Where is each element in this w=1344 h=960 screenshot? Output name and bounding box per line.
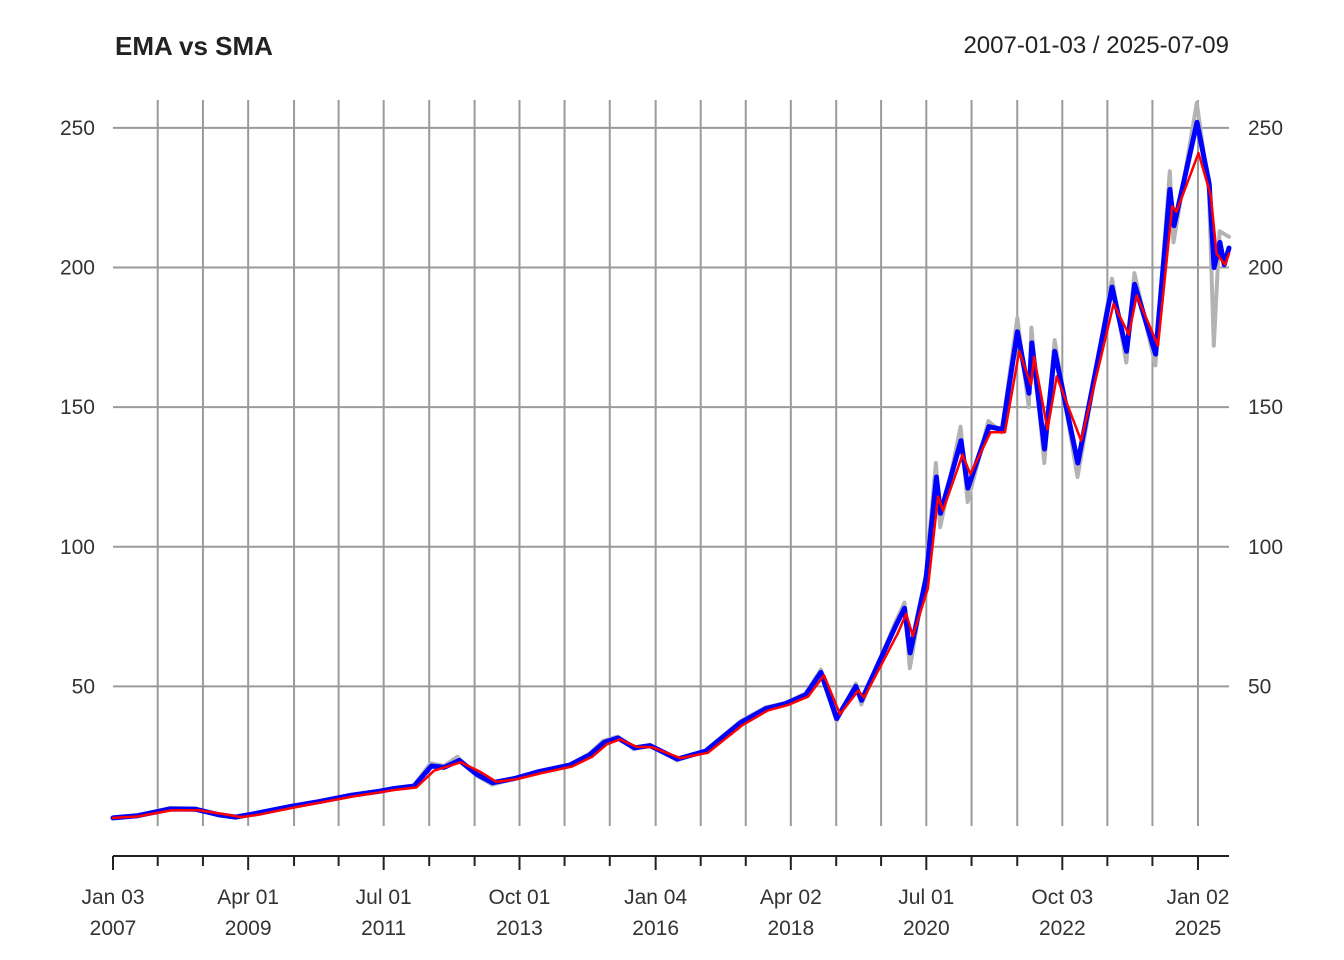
series-lines (110, 100, 1232, 821)
x-tick-label-month: Jan 04 (624, 886, 687, 909)
y-tick-label-left: 200 (60, 257, 95, 280)
x-tick-label-month: Jul 01 (356, 886, 412, 909)
y-tick-label-left: 250 (60, 117, 95, 140)
chart-title: EMA vs SMA (115, 31, 273, 61)
y-tick-label-left: 150 (60, 396, 95, 419)
x-tick-label-year: 2025 (1175, 917, 1222, 940)
x-tick-label-month: Jan 02 (1166, 886, 1229, 909)
y-tick-label-right: 50 (1248, 675, 1271, 698)
y-tick-label-right: 150 (1248, 396, 1283, 419)
grid (113, 100, 1229, 826)
y-tick-label-right: 250 (1248, 117, 1283, 140)
series-line-sma (111, 151, 1231, 820)
y-tick-label-right: 100 (1248, 536, 1283, 559)
x-tick-label-month: Apr 01 (217, 886, 279, 909)
x-tick-label-year: 2009 (225, 917, 272, 940)
x-tick-label-year: 2022 (1039, 917, 1086, 940)
x-tick-label-month: Jul 01 (898, 886, 954, 909)
x-tick-label-year: 2007 (90, 917, 137, 940)
y-tick-label-left: 50 (72, 675, 95, 698)
y-tick-label-right: 200 (1248, 257, 1283, 280)
x-tick-label-month: Oct 01 (489, 886, 551, 909)
x-tick-label-year: 2016 (632, 917, 679, 940)
axes: 50 50 100 100 150 150 200 200 250 250 Jan 03 2007 Ap… (60, 117, 1283, 940)
x-tick-label-month: Jan 03 (81, 886, 144, 909)
y-tick-label-left: 100 (60, 536, 95, 559)
date-range-label: 2007-01-03 / 2025-07-09 (963, 32, 1229, 59)
x-tick-label-year: 2018 (767, 917, 814, 940)
x-tick-label-month: Apr 02 (760, 886, 822, 909)
x-tick-label-year: 2020 (903, 917, 950, 940)
x-tick-label-year: 2013 (496, 917, 543, 940)
x-tick-label-month: Oct 03 (1031, 886, 1093, 909)
series-line-ema (110, 119, 1232, 821)
x-tick-label-year: 2011 (361, 917, 406, 940)
